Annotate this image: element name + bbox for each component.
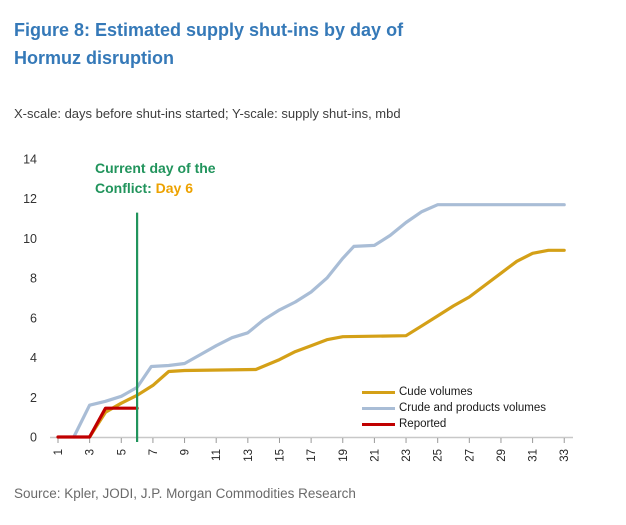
y-tick-label: 0	[30, 431, 37, 445]
legend-label: Cude volumes	[399, 386, 473, 398]
x-tick-label: 5	[116, 449, 128, 455]
x-tick-label: 11	[211, 449, 223, 461]
legend: Cude volumes Crude and products volumes Re…	[362, 384, 546, 432]
series-line-reported	[56, 406, 139, 439]
x-tick-label: 31	[528, 449, 540, 462]
y-tick-label: 4	[30, 351, 37, 365]
y-tick-label: 10	[23, 232, 37, 246]
x-tick-label: 1	[53, 449, 65, 455]
legend-swatch-crude_products	[362, 406, 395, 410]
series-line-crude	[87, 248, 566, 439]
event-annotation: Current day of the Conflict: Day 6	[95, 158, 216, 198]
legend-item: Cude volumes	[362, 384, 546, 400]
source-note: Source: Kpler, JODI, J.P. Morgan Commodi…	[14, 486, 356, 501]
figure-title-line2: Hormuz disruption	[14, 48, 174, 68]
x-tick-label: 15	[274, 449, 286, 462]
x-tick-label: 25	[433, 449, 445, 462]
y-tick-label: 14	[23, 153, 37, 167]
x-tick-label: 13	[243, 449, 255, 462]
y-tick-label: 12	[23, 192, 37, 206]
x-tick-label: 21	[369, 449, 381, 462]
y-tick-label: 8	[30, 272, 37, 286]
y-tick-label: 2	[30, 391, 37, 405]
x-tick-label: 27	[464, 449, 476, 462]
axis-scale-note: X-scale: days before shut-ins started; Y…	[14, 106, 401, 121]
x-tick-label: 17	[306, 449, 318, 462]
event-day-value: Day 6	[155, 180, 194, 196]
x-tick-label: 23	[401, 449, 413, 462]
x-tick-label: 3	[85, 449, 97, 455]
event-annotation-line2: Conflict: Day 6	[95, 180, 194, 196]
legend-label: Crude and products volumes	[399, 402, 547, 414]
figure-title: Figure 8: Estimated supply shut-ins by d…	[14, 16, 574, 72]
x-tick-label: 19	[338, 449, 350, 462]
legend-swatch-reported	[362, 422, 395, 426]
y-tick-label: 6	[30, 311, 37, 325]
figure-title-line1: Figure 8: Estimated supply shut-ins by d…	[14, 20, 404, 40]
legend-item: Crude and products volumes	[362, 400, 546, 416]
x-tick-label: 9	[180, 449, 192, 455]
x-tick-label: 7	[148, 449, 160, 455]
x-tick-label: 29	[496, 449, 508, 462]
event-annotation-line1: Current day of the	[95, 160, 216, 176]
legend-item: Reported	[362, 416, 546, 432]
legend-swatch-crude	[362, 390, 395, 394]
legend-label: Reported	[399, 418, 447, 430]
x-tick-label: 33	[559, 449, 571, 462]
